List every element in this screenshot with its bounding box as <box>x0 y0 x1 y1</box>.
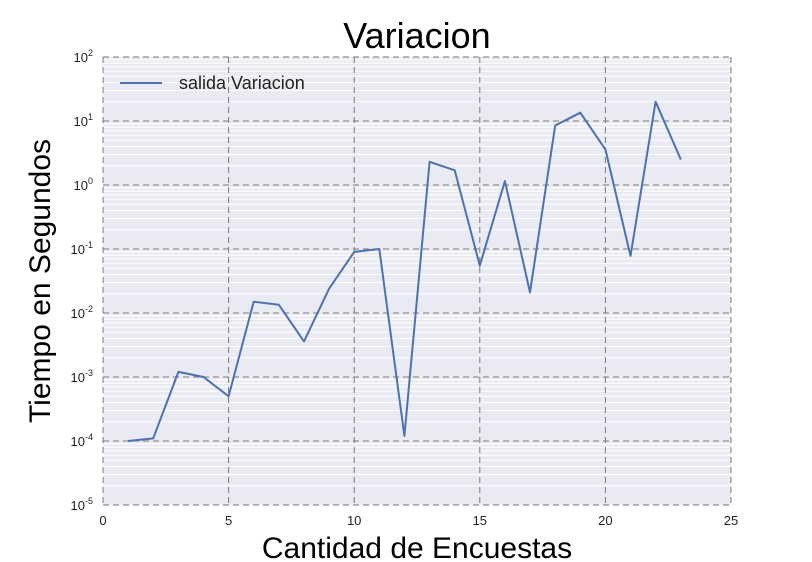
data-point <box>504 180 506 182</box>
data-point <box>554 125 556 127</box>
y-tick-label: 100 <box>74 176 93 193</box>
y-tick-labels: 10-5 10-4 10-3 10-2 10-1 100 101 102 <box>71 48 93 513</box>
x-tick-label: 20 <box>598 513 612 528</box>
data-point <box>604 148 606 150</box>
data-point <box>303 340 305 342</box>
data-point <box>630 255 632 257</box>
data-point <box>152 437 154 439</box>
x-tick-label: 10 <box>347 513 361 528</box>
major-grid <box>102 56 732 506</box>
data-point <box>278 304 280 306</box>
data-point <box>253 301 255 303</box>
data-point <box>454 169 456 171</box>
data-point <box>353 251 355 253</box>
x-tick-label: 0 <box>99 513 106 528</box>
data-point <box>479 265 481 267</box>
y-tick-label: 10-1 <box>71 240 93 257</box>
data-point <box>403 435 405 437</box>
data-point <box>579 112 581 114</box>
data-point <box>127 440 129 442</box>
legend: salida Variacion <box>120 73 305 93</box>
series-line <box>127 100 682 442</box>
data-point <box>177 371 179 373</box>
chart-title: Variacion <box>343 15 490 56</box>
y-tick-label: 10-2 <box>71 304 93 321</box>
x-tick-label: 25 <box>724 513 738 528</box>
x-tick-label: 15 <box>473 513 487 528</box>
data-point <box>529 291 531 293</box>
data-point <box>202 376 204 378</box>
x-tick-labels: 0 5 10 15 20 25 <box>99 513 738 528</box>
data-point <box>680 159 682 161</box>
data-point <box>429 161 431 163</box>
y-axis-label: Tiempo en Segundos <box>24 139 57 423</box>
y-tick-label: 102 <box>74 48 93 65</box>
data-point <box>228 395 230 397</box>
x-tick-label: 5 <box>225 513 232 528</box>
minor-grid <box>103 59 731 487</box>
legend-label: salida Variacion <box>179 73 305 93</box>
data-point <box>328 288 330 290</box>
y-tick-label: 10-4 <box>71 432 93 449</box>
data-point <box>378 248 380 250</box>
plot-background <box>103 57 731 505</box>
y-tick-label: 10-3 <box>71 368 93 385</box>
data-point <box>655 101 657 103</box>
x-axis-label: Cantidad de Encuestas <box>262 532 572 562</box>
y-tick-label: 101 <box>74 112 93 129</box>
y-tick-label: 10-5 <box>71 496 93 513</box>
